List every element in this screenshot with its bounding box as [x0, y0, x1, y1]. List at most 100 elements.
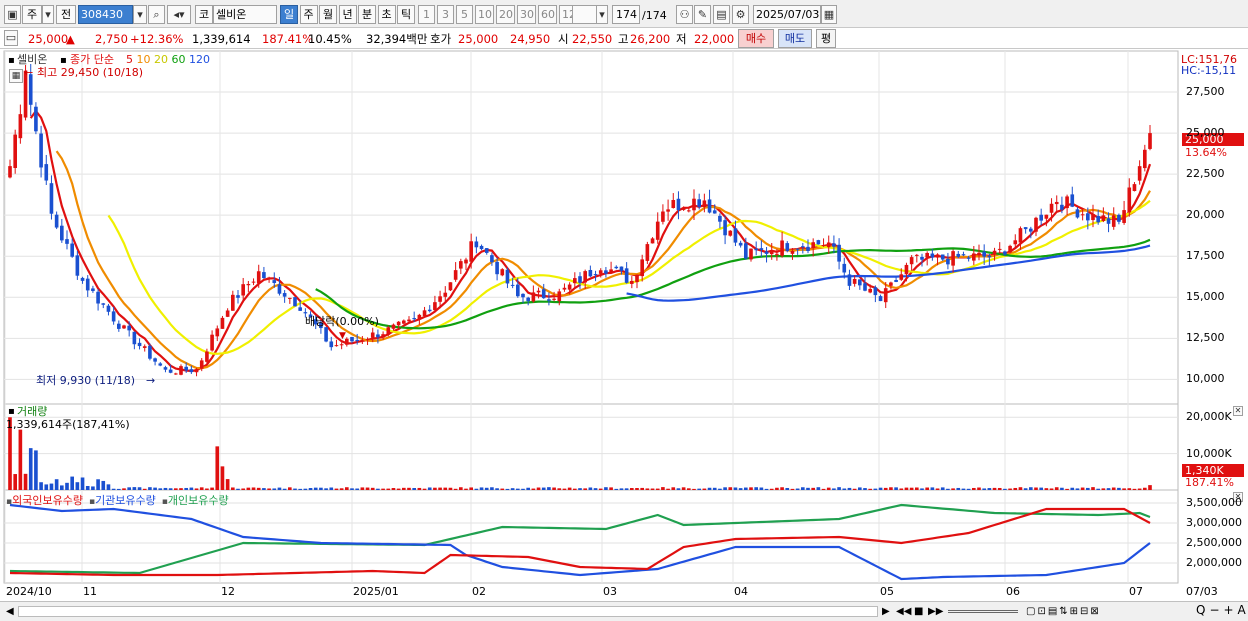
stock-code-input[interactable]: 308430 [78, 5, 133, 24]
candle-body [13, 134, 17, 168]
buy-button[interactable]: 매수 [738, 29, 774, 48]
period-tab-2[interactable]: 월 [319, 5, 337, 24]
candle-body [1111, 215, 1116, 227]
candle-body [101, 303, 106, 305]
volume-bar [163, 487, 168, 490]
candle-body [780, 240, 784, 256]
candle-body [1013, 240, 1018, 245]
link-icon[interactable]: ⚇ [676, 5, 693, 24]
candle-body [573, 278, 577, 284]
candle-body [1060, 204, 1064, 210]
interval-tab-5[interactable]: 5 [456, 5, 473, 24]
candle-body [852, 278, 857, 284]
volume-bar [754, 487, 758, 490]
institution-holding-line [9, 503, 1151, 581]
chevron-down-icon[interactable]: ▾ [596, 5, 608, 24]
period-tab-5[interactable]: 초 [377, 5, 396, 24]
count-input[interactable]: 174 [612, 5, 640, 24]
candle-body [738, 242, 743, 246]
prev-button[interactable]: 전 [56, 5, 76, 24]
volume-bar [464, 488, 468, 490]
volume-bar [417, 487, 422, 490]
volume-bar [313, 487, 318, 490]
eval-button[interactable]: 평 [816, 29, 836, 48]
volume-bar [920, 488, 924, 490]
candle-body [277, 284, 282, 294]
volume-bar [1148, 485, 1152, 490]
volume-bar [246, 487, 251, 490]
period-tab-0[interactable]: 일 [280, 5, 298, 24]
volume-bar [858, 487, 862, 490]
stock-name-field[interactable]: 셀비온 [213, 5, 277, 24]
high-price: 26,200 [630, 32, 671, 46]
volume-bar [661, 487, 665, 490]
stop-icon[interactable]: ■ [914, 606, 924, 617]
scroll-right-icon[interactable]: ▶ [882, 606, 890, 617]
draw-icon[interactable]: ✎ [694, 5, 711, 24]
period-tab-4[interactable]: 분 [358, 5, 376, 24]
lc-value: LC:151,76 [1181, 53, 1238, 66]
calendar-icon[interactable]: ▦ [9, 69, 23, 83]
volume-bar [956, 487, 961, 490]
chart-menu-icon[interactable]: ▣ [4, 5, 21, 24]
zoom-controls-icon[interactable]: Q−+A [1196, 603, 1248, 617]
volume-bar [946, 488, 950, 490]
interval-tab-10[interactable]: 10 [475, 5, 494, 24]
sell-button[interactable]: 매도 [778, 29, 812, 48]
zoom-slider[interactable] [948, 610, 1018, 613]
save-icon[interactable]: ▤ [713, 5, 730, 24]
interval-tab-30[interactable]: 30 [517, 5, 536, 24]
period-tab-6[interactable]: 틱 [397, 5, 415, 24]
interval-tab-20[interactable]: 20 [496, 5, 515, 24]
candle-body [541, 289, 546, 299]
chevron-down-icon[interactable]: ▾ [42, 5, 54, 24]
scroll-left-icon[interactable]: ◀ [6, 606, 14, 617]
volume-bar [1054, 487, 1059, 490]
trade-amount: 32,394백만 [366, 32, 428, 46]
candle-body [174, 373, 178, 375]
period-tab-1[interactable]: 주 [299, 5, 318, 24]
candle-body [163, 367, 168, 370]
market-select[interactable]: 주 [22, 5, 42, 24]
interval-tab-60[interactable]: 60 [538, 5, 557, 24]
chart-area[interactable] [0, 49, 1248, 601]
rewind-icon[interactable]: ◀◀ [896, 606, 912, 617]
x-tick-label: 07/03 [1186, 585, 1218, 598]
calendar-icon[interactable]: ▦ [821, 5, 837, 24]
candle-body [650, 238, 655, 244]
hc-value: HC:-15,11 [1181, 64, 1237, 77]
candle-body [769, 251, 774, 255]
candle-body [464, 259, 468, 264]
chart-tools-icon[interactable]: ▢⊡▤⇅⊞⊟⊠ [1026, 606, 1101, 617]
volume-bar [65, 482, 69, 490]
candle-body [500, 269, 505, 276]
quote-menu-icon[interactable]: ▭ [4, 30, 18, 46]
candle-body [350, 336, 354, 342]
horizontal-scrollbar[interactable]: ◀ ▶ ◀◀ ■ ▶▶ ▢⊡▤⇅⊞⊟⊠ Q−+A [0, 601, 1248, 621]
low-price: 22,000 [694, 32, 735, 46]
close-icon[interactable]: ✕ [1233, 492, 1243, 502]
search-icon[interactable]: ⌕ [148, 5, 165, 24]
volume-bar [951, 488, 955, 490]
candle-body [889, 282, 893, 286]
price-panel [3, 50, 1179, 405]
date-input[interactable]: 2025/07/03 [753, 5, 821, 24]
volume-bar [712, 487, 717, 490]
interval-tab-3[interactable]: 3 [437, 5, 454, 24]
volume-bar [256, 487, 261, 490]
forward-icon[interactable]: ▶▶ [928, 606, 944, 617]
gear-icon[interactable]: ⚙ [732, 5, 749, 24]
volume-bar [1075, 488, 1080, 490]
candle-body [1034, 217, 1038, 232]
candle-body [308, 314, 313, 318]
volume-y-tick: 20,000K [1186, 410, 1232, 424]
scroll-track[interactable] [18, 606, 878, 617]
close-icon[interactable]: ✕ [1233, 406, 1243, 416]
volume-bar [702, 488, 707, 490]
interval-tab-1[interactable]: 1 [418, 5, 435, 24]
chevron-down-icon[interactable]: ▾ [133, 5, 147, 24]
volume-bar [319, 487, 323, 490]
volume-bar [443, 487, 448, 490]
speaker-icon[interactable]: ◂▾ [167, 5, 191, 24]
period-tab-3[interactable]: 년 [338, 5, 357, 24]
